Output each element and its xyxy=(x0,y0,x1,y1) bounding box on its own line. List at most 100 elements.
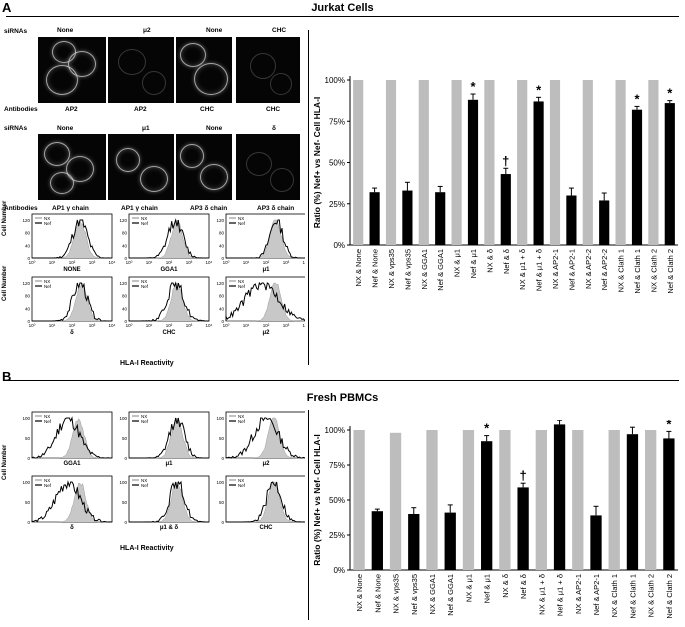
y-tick-label: 120 xyxy=(216,281,224,286)
micrograph-none-chc xyxy=(176,37,232,103)
bar xyxy=(385,80,397,245)
y-tick-label: 50% xyxy=(329,496,345,505)
nef-histogram xyxy=(32,282,112,322)
bar xyxy=(517,487,529,570)
panel-a-top-rule xyxy=(6,16,679,17)
bar xyxy=(353,80,364,245)
micrograph-none-ap1 xyxy=(38,134,106,200)
panel-title-b: Fresh PBMCs xyxy=(306,392,379,404)
bar xyxy=(481,441,493,570)
histogram-label: δ xyxy=(70,525,74,531)
y-tick-label: 80 xyxy=(122,294,128,299)
category-label: Nef & μ1 + δ xyxy=(556,574,565,616)
category-label: NX & GGA1 xyxy=(420,249,429,289)
nx-histogram xyxy=(226,417,305,459)
y-tick-label: 100 xyxy=(22,480,30,485)
bar xyxy=(533,101,544,245)
flow-b-ylabel: Cell Number xyxy=(2,444,8,480)
row1-antibody-2: CHC xyxy=(200,106,215,113)
legend-nef: Nef xyxy=(44,483,52,488)
category-label: NX & δ xyxy=(485,249,494,273)
y-tick-label: 25% xyxy=(329,200,345,209)
category-label: NX & AP2-1 xyxy=(551,249,560,289)
y-tick-label: 0 xyxy=(124,256,127,261)
bar xyxy=(353,430,365,570)
category-label: NX & vps35 xyxy=(392,574,401,614)
flow-a-ylabel-bottom: Cell Number xyxy=(2,265,8,301)
category-label: Nef & δ xyxy=(519,574,528,599)
legend-nef: Nef xyxy=(141,419,149,424)
row2-sirna-2: None xyxy=(206,125,223,132)
micrograph-none-ap2 xyxy=(38,37,106,103)
x-tick-label: 10² xyxy=(69,260,76,265)
category-label: Nef & AP2-1 xyxy=(592,574,601,615)
bar xyxy=(467,99,479,245)
x-tick-label: 10³ xyxy=(89,323,96,328)
legend-nx: NX xyxy=(141,478,147,483)
legend-nef: Nef xyxy=(238,483,246,488)
legend-nef: Nef xyxy=(44,284,52,289)
y-tick-label: 50% xyxy=(329,159,345,168)
y-tick-label: 120 xyxy=(119,218,127,223)
category-label: Nef & μ1 xyxy=(483,574,492,603)
histogram-label: μ1 xyxy=(165,461,173,467)
nef-histogram xyxy=(128,281,210,322)
micrograph-mu1-ap1 xyxy=(108,134,174,200)
histogram-label: CHC xyxy=(260,525,274,531)
category-label: NX & μ1 + δ xyxy=(537,574,546,615)
row1-sirna-1: μ2 xyxy=(143,27,151,34)
nx-histogram xyxy=(32,220,112,259)
bar xyxy=(418,80,429,245)
x-tick-label: 10³ xyxy=(89,260,96,265)
significance-marker: * xyxy=(630,420,636,427)
legend-nx: NX xyxy=(141,216,147,221)
x-tick-label: 10¹ xyxy=(243,260,250,265)
histogram-label: GGA1 xyxy=(63,461,81,467)
y-tick-label: 80 xyxy=(25,294,31,299)
x-tick-label: 10² xyxy=(263,323,270,328)
x-tick-label: 10⁴ xyxy=(206,260,213,265)
row2-antibody-3: AP3 δ chain xyxy=(257,205,295,212)
flow-a-xlabel: HLA-I Reactivity xyxy=(120,360,174,367)
category-label: NX & vps35 xyxy=(387,249,396,289)
row1-antibody-1: AP2 xyxy=(134,106,147,113)
panel-a-divider xyxy=(308,30,309,365)
panel-b-top-rule xyxy=(6,380,679,381)
category-label: NX & None xyxy=(355,574,364,612)
x-tick-label: 10² xyxy=(263,260,270,265)
row2-sirna-label: siRNAs xyxy=(4,125,28,132)
x-tick-label: 10³ xyxy=(186,323,193,328)
micrograph-chc-chc xyxy=(236,37,300,103)
panel-b-divider xyxy=(308,410,309,620)
nx-histogram xyxy=(226,481,305,523)
nef-histogram xyxy=(128,218,210,259)
row1-sirna-0: None xyxy=(57,27,74,34)
bar xyxy=(451,80,462,245)
bar xyxy=(648,80,659,245)
nef-histogram xyxy=(226,219,305,259)
nx-histogram xyxy=(226,282,305,322)
category-label: Nef & Clath 1 xyxy=(628,574,637,619)
y-tick-label: 0 xyxy=(221,520,224,525)
legend-nx: NX xyxy=(141,279,147,284)
y-tick-label: 0 xyxy=(221,256,224,261)
y-tick-label: 80 xyxy=(25,231,31,236)
category-label: NX & AP2-1 xyxy=(574,574,583,614)
y-tick-label: 40 xyxy=(122,243,128,248)
legend-nx: NX xyxy=(44,414,50,419)
x-tick-label: 10⁴ xyxy=(109,323,116,328)
y-tick-label: 0 xyxy=(221,319,224,324)
histogram-label: δ xyxy=(70,330,74,336)
x-tick-label: 10⁴ xyxy=(303,260,305,265)
category-label: Nef & vps35 xyxy=(410,574,419,615)
bar xyxy=(402,190,413,245)
row1-antibody-0: AP2 xyxy=(65,106,78,113)
x-tick-label: 10¹ xyxy=(146,260,153,265)
x-tick-label: 10¹ xyxy=(49,323,56,328)
